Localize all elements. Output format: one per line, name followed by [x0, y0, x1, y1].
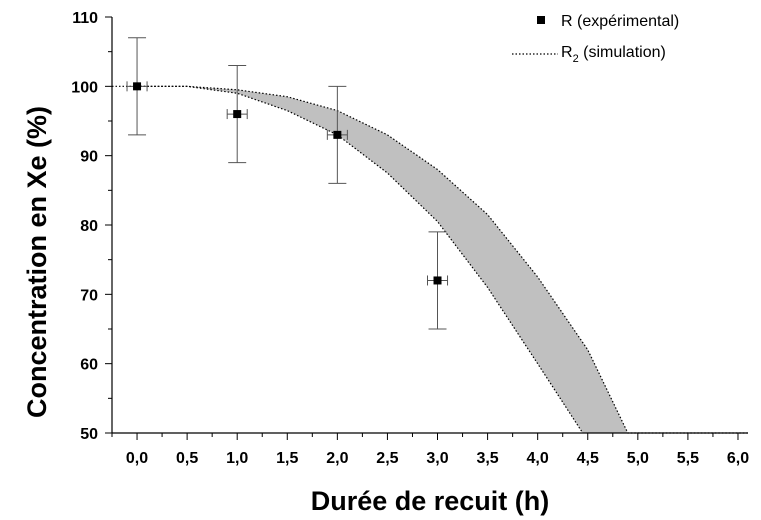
plot-area	[112, 37, 748, 434]
legend-label-experimental: R (expérimental)	[561, 13, 679, 30]
y-tick-label: 70	[80, 287, 98, 304]
x-tick-label: 1,0	[226, 450, 248, 467]
legend-r2-main: R	[561, 44, 573, 61]
y-tick-label: 90	[80, 149, 98, 166]
legend-marker-experimental	[537, 16, 545, 24]
y-tick-label: 110	[72, 10, 98, 27]
y-tick-label: 80	[80, 218, 98, 235]
data-point-1	[226, 65, 248, 164]
x-tick-label: 2,0	[326, 450, 348, 467]
x-tick-label: 4,5	[577, 450, 599, 467]
data-marker	[133, 82, 142, 91]
x-axis-title: Durée de recuit (h)	[311, 486, 550, 516]
x-tick-label: 3,0	[426, 450, 448, 467]
x-tick-label: 2,5	[376, 450, 398, 467]
legend-r2-rest: (simulation)	[579, 44, 666, 61]
legend-r2-sub: 2	[573, 53, 579, 65]
legend: R (expérimental) R2 (simulation)	[512, 13, 679, 65]
x-tick-label: 5,5	[677, 450, 699, 467]
y-tick-label: 60	[80, 357, 98, 374]
data-marker	[233, 110, 242, 119]
data-point-0	[126, 37, 148, 136]
x-tick-label: 4,0	[527, 450, 549, 467]
y-tick-label: 50	[80, 426, 98, 443]
x-tick-label: 1,5	[276, 450, 298, 467]
x-tick-label: 6,0	[727, 450, 749, 467]
x-tick-label: 5,0	[627, 450, 649, 467]
simulation-upper-line	[112, 85, 748, 434]
data-point-2	[326, 85, 348, 184]
simulation-band	[112, 86, 628, 433]
y-axis-title: Concentration en Xe (%)	[22, 106, 52, 418]
data-marker	[333, 130, 342, 139]
data-point-3	[426, 231, 449, 330]
x-tick-label: 0,5	[176, 450, 198, 467]
legend-label-simulation: R2 (simulation)	[561, 44, 666, 65]
y-tick-label: 100	[71, 79, 98, 96]
axes: 0,0 0,5 1,0 1,5 2,0 2,5 3,0 3,5 4,0 4,5 5,0 5,5 6,0 5…	[71, 10, 749, 467]
data-marker	[433, 276, 442, 285]
x-tick-label: 3,5	[476, 450, 498, 467]
x-tick-label: 0,0	[126, 450, 148, 467]
simulation-lower-line	[137, 85, 584, 434]
